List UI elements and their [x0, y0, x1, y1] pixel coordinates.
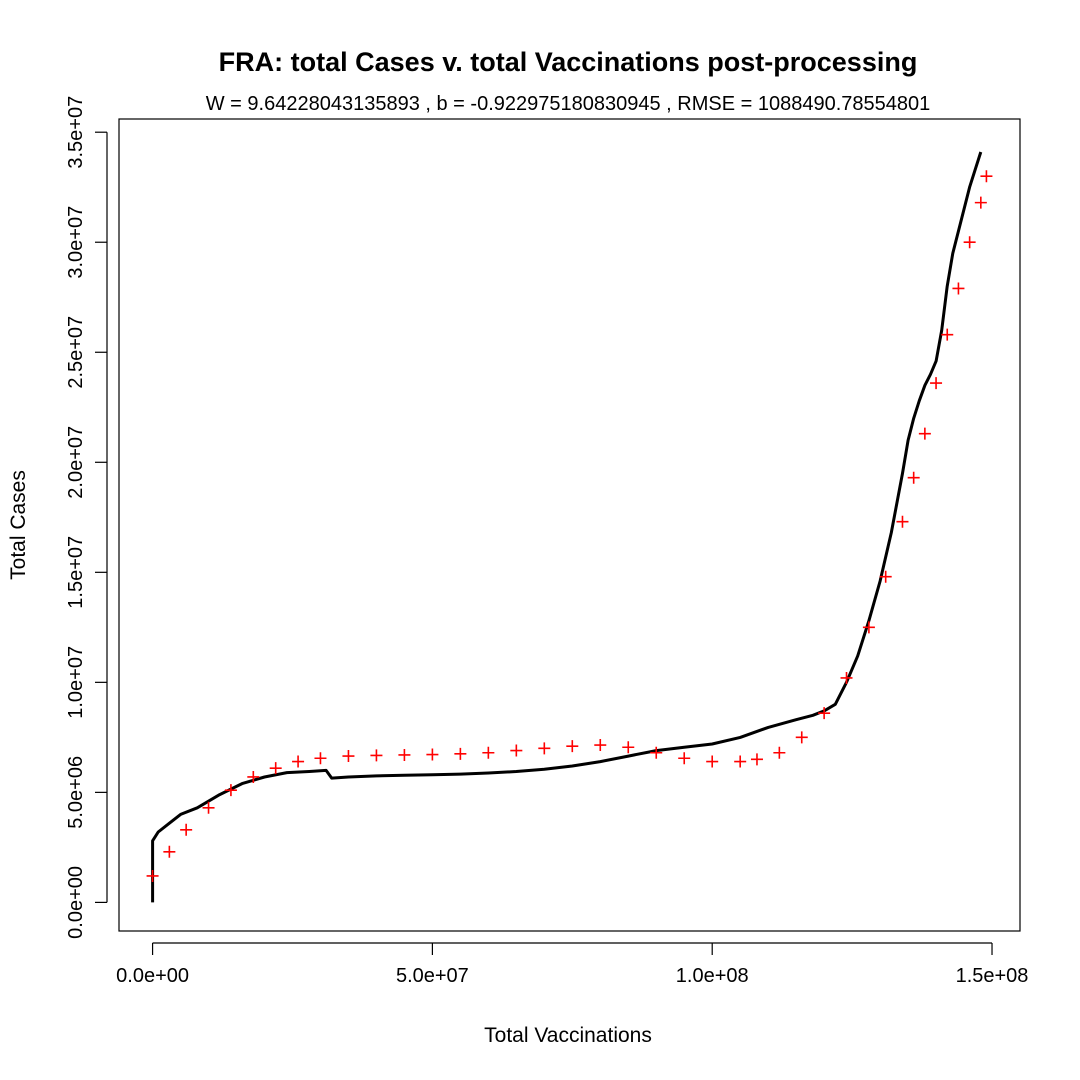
predicted-point [773, 746, 786, 759]
y-tick-label: 5.0e+06 [65, 756, 87, 829]
predicted-point [840, 671, 853, 684]
predicted-point [454, 747, 467, 760]
predicted-point [862, 621, 875, 634]
x-axis-label: Total Vaccinations [484, 1024, 652, 1047]
predicted-point [247, 770, 260, 783]
predicted-point [398, 748, 411, 761]
predicted-point [510, 744, 523, 757]
x-tick-label: 1.5e+08 [956, 965, 1029, 987]
predicted-point [482, 746, 495, 759]
x-tick-label: 5.0e+07 [396, 965, 469, 987]
predicted-point [370, 749, 383, 762]
predicted-point [650, 746, 663, 759]
predicted-point [622, 741, 635, 754]
y-tick-label: 1.0e+07 [65, 646, 87, 719]
predicted-point [269, 762, 282, 775]
series-actual-line [151, 151, 983, 903]
predicted-point [202, 801, 215, 814]
predicted-point [538, 742, 551, 755]
predicted-point [879, 570, 892, 583]
predicted-point [980, 170, 993, 183]
chart-subtitle: W = 9.64228043135893 , b = -0.9229751808… [206, 93, 931, 115]
predicted-point [818, 707, 831, 720]
y-tick-label: 3.5e+07 [65, 96, 87, 169]
x-axis: 0.0e+00 5.0e+07 1.0e+08 1.5e+08 [116, 942, 1029, 987]
y-tick-label: 2.0e+07 [65, 426, 87, 499]
y-axis-label: Total Cases [7, 470, 30, 580]
predicted-point [342, 750, 355, 763]
series-layer [146, 151, 993, 903]
predicted-point [706, 755, 719, 768]
series-predicted-markers [146, 170, 993, 882]
predicted-point [930, 377, 943, 390]
predicted-point [974, 196, 987, 209]
predicted-point [734, 755, 747, 768]
predicted-point [963, 236, 976, 249]
predicted-point [314, 752, 327, 765]
x-tick-label: 0.0e+00 [116, 965, 189, 987]
y-tick-label: 2.5e+07 [65, 316, 87, 389]
predicted-point [795, 731, 808, 744]
predicted-point [426, 748, 439, 761]
predicted-point [163, 845, 176, 858]
plot-frame [118, 118, 1021, 932]
chart-title: FRA: total Cases v. total Vaccinations p… [219, 47, 918, 77]
y-tick-label: 3.0e+07 [65, 206, 87, 279]
predicted-point [941, 328, 954, 341]
predicted-point [678, 752, 691, 765]
predicted-point [918, 427, 931, 440]
predicted-point [566, 740, 579, 753]
predicted-point [224, 784, 237, 797]
predicted-point [896, 515, 909, 528]
predicted-point [952, 282, 965, 295]
x-tick-label: 1.0e+08 [676, 965, 749, 987]
predicted-point [594, 739, 607, 752]
y-tick-label: 0.0e+00 [65, 866, 87, 939]
y-tick-label: 1.5e+07 [65, 536, 87, 609]
predicted-point [907, 471, 920, 484]
y-axis: 0.0e+00 5.0e+06 1.0e+07 1.5e+07 2.0e+07 2.5e+… [65, 96, 108, 939]
predicted-point [292, 755, 305, 768]
predicted-point [180, 823, 193, 836]
predicted-point [750, 753, 763, 766]
predicted-point [146, 869, 159, 882]
